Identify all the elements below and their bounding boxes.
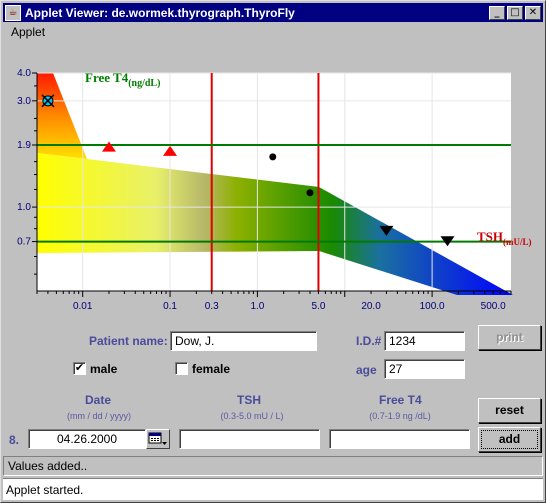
circle-point (269, 153, 277, 161)
y-tick-label: 4.0 (17, 68, 31, 79)
age-input[interactable] (384, 359, 465, 379)
circle-point (306, 189, 314, 197)
male-checkbox[interactable]: ✔ (73, 362, 86, 375)
x-tick-label: 0.3 (205, 301, 219, 309)
x-tick-label: 500.0 (481, 301, 506, 309)
reference-lines (37, 73, 511, 291)
chart-svg[interactable]: 4.0 3.0 1.9 1.0 0.7 0.01 0.1 0.3 1.0 5.0 20.0 100.0… (3, 41, 543, 309)
ft4-input[interactable] (329, 429, 470, 449)
x-tick-label: 0.1 (163, 301, 177, 309)
minimize-button[interactable]: _ (489, 5, 505, 20)
tsh-input[interactable] (179, 429, 320, 449)
y-tick-label: 0.7 (17, 237, 31, 248)
female-label: female (192, 362, 231, 376)
y-tick-label: 3.0 (17, 96, 31, 107)
euthyroid-band (37, 153, 513, 295)
close-button[interactable]: ✕ (525, 5, 541, 20)
ft4-label: Free T4 (379, 393, 422, 407)
patient-name-input[interactable] (170, 331, 317, 351)
x-tick-label: 1.0 (250, 301, 264, 309)
patient-name-label: Patient name: (89, 334, 168, 348)
hyperthyroid-zone (37, 73, 87, 159)
y-tick-label: 1.0 (17, 202, 31, 213)
calendar-icon (148, 432, 167, 445)
x-tick-label: 0.01 (73, 301, 93, 309)
reset-button[interactable]: reset (478, 398, 541, 423)
data-points (41, 94, 455, 247)
x-tick-label: 100.0 (420, 301, 445, 309)
title-bar[interactable]: ☕ Applet Viewer: de.wormek.thyrograph.Th… (3, 3, 543, 22)
ft4-hint: (0.7-1.9 ng /dL) (369, 411, 431, 421)
window-title: Applet Viewer: de.wormek.thyrograph.Thyr… (25, 5, 295, 20)
triangle-up-point (163, 145, 178, 156)
applet-status: Applet started. (3, 478, 543, 500)
add-button[interactable]: add (478, 427, 541, 452)
status-bar: Values added.. (3, 456, 543, 476)
print-button[interactable]: print (478, 325, 541, 350)
male-label: male (90, 362, 118, 376)
x-tick-label: 5.0 (312, 301, 326, 309)
thyroid-plot[interactable]: 4.0 3.0 1.9 1.0 0.7 0.01 0.1 0.3 1.0 5.0 20.0 100.0… (3, 41, 543, 309)
age-label: age (356, 363, 377, 377)
ft4-axis-label: Free T4(ng/dL) (85, 70, 160, 89)
axis-ticks: 4.0 3.0 1.9 1.0 0.7 0.01 0.1 0.3 1.0 5.0 20.0 100.0… (17, 68, 512, 309)
date-input[interactable] (28, 429, 146, 449)
cross-point-stroke (41, 94, 55, 108)
row-number: 8. (9, 433, 20, 447)
menu-bar: Applet (3, 23, 543, 41)
tsh-axis-label: TSH(mU/L) (477, 229, 532, 247)
maximize-button[interactable]: □ (507, 5, 523, 20)
java-cup-icon[interactable]: ☕ (5, 4, 21, 21)
female-checkbox[interactable] (175, 362, 188, 375)
tsh-label: TSH (237, 393, 261, 407)
triangle-down-point (440, 236, 455, 247)
triangle-up-point (101, 141, 116, 152)
x-tick-label: 20.0 (361, 301, 381, 309)
cross-point (41, 94, 55, 108)
date-label: Date (85, 393, 112, 407)
tsh-hint: (0.3-5.0 mU / L) (220, 411, 284, 421)
calendar-button[interactable] (146, 429, 170, 449)
id-input[interactable] (384, 331, 465, 351)
id-label: I.D.# (356, 334, 382, 348)
date-hint: (mm / dd / yyyy) (66, 411, 131, 421)
triangle-down-point (379, 225, 394, 236)
y-tick-label: 1.9 (17, 140, 31, 151)
menu-applet[interactable]: Applet (11, 25, 46, 39)
